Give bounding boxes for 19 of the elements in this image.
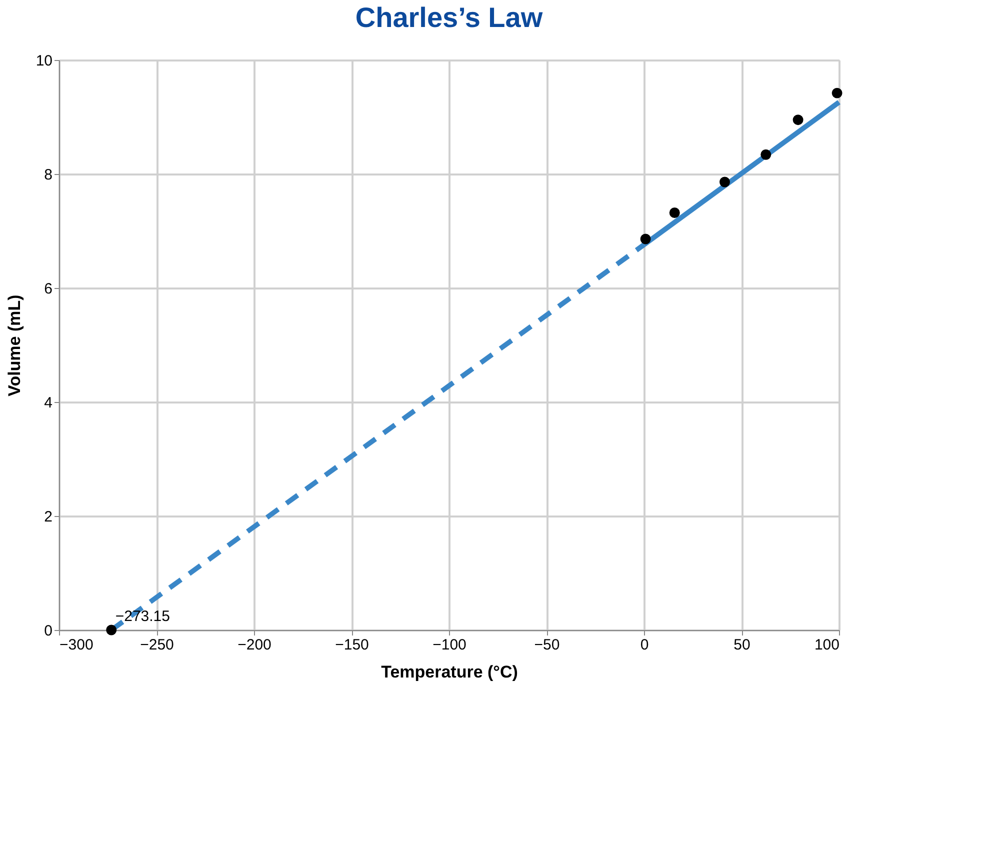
y-axis-title: Volume (mL) [4,294,24,396]
x-tick-label: −250 [140,636,174,654]
x-tick-label: 50 [734,636,750,654]
y-tick-label: 2 [44,508,52,526]
x-tick-label: −100 [432,636,466,654]
y-tick-label: 0 [44,622,52,640]
x-tick-label: −50 [534,636,560,654]
chart-title: Charles’s Law [355,2,543,33]
x-tick-label: 0 [640,636,649,654]
annotation: −273.15 [115,608,170,625]
y-tick-label: 4 [44,394,52,412]
x-tick-label: 100 [814,636,840,654]
y-tick-label: 8 [44,166,52,184]
x-tick-label: −300 [60,636,94,654]
x-axis-title: Temperature (°C) [381,662,518,682]
x-tick-label: −150 [335,636,369,654]
y-tick-label: 6 [44,280,52,298]
x-tick-label: −200 [238,636,272,654]
y-tick-label: 10 [36,52,52,70]
